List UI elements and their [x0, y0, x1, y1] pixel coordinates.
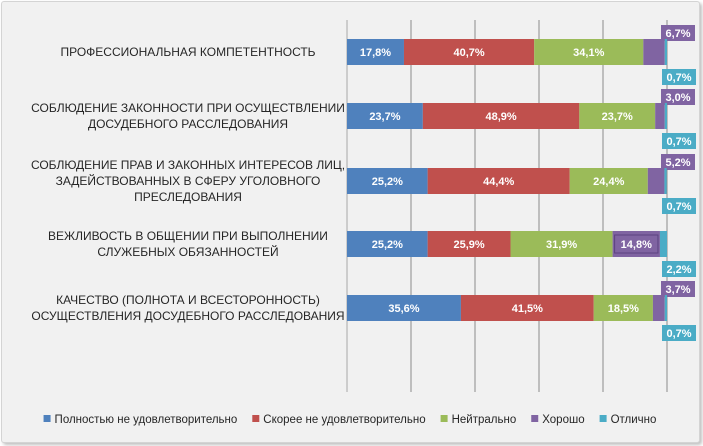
category-label: ПРЕСЛЕДОВАНИЯ: [134, 190, 242, 204]
bar-segment: [510, 231, 613, 257]
data-label-box: [662, 133, 696, 149]
data-label: 17,8%: [360, 47, 391, 59]
category-label: ВЕЖЛИВОСТЬ В ОБЩЕНИИ ПРИ ВЫПОЛНЕНИИ: [48, 229, 328, 243]
data-label-box: [662, 325, 696, 341]
bar-segment: [664, 39, 667, 65]
bar-segment: [427, 231, 511, 257]
data-label: 0,7%: [666, 328, 691, 340]
data-label: 2,2%: [666, 264, 691, 276]
bar-segment: [664, 295, 667, 321]
data-label-box: [662, 198, 696, 214]
data-label: 44,4%: [483, 176, 514, 188]
bar-segment: [460, 295, 594, 321]
bar-segment: [643, 39, 665, 65]
data-label: 24,4%: [593, 176, 624, 188]
bar-segment: [569, 168, 648, 194]
data-label: 35,6%: [388, 303, 419, 315]
bar-segment: [655, 103, 665, 129]
data-label: 25,2%: [372, 239, 403, 251]
legend: Полностью не удовлетворительно Скорее не …: [43, 414, 657, 426]
legend-swatch: [531, 415, 539, 422]
data-label: 6,7%: [665, 28, 690, 40]
data-label: 0,7%: [666, 72, 691, 84]
bar-segment: [347, 231, 428, 257]
data-label: 34,1%: [573, 47, 604, 59]
data-label: 25,2%: [372, 176, 403, 188]
bar-segment: [593, 295, 653, 321]
data-label-box: [661, 89, 695, 105]
data-label-box: [661, 25, 695, 41]
legend-swatch: [252, 415, 260, 422]
data-label-box: [662, 69, 696, 85]
legend-swatch: [43, 415, 51, 422]
legend-label: Отлично: [611, 414, 657, 426]
data-label: 0,7%: [666, 201, 691, 213]
bar-segment: [659, 231, 667, 257]
category-label: ПРОФЕССИОНАЛЬНАЯ КОМПЕТЕНТНОСТЬ: [60, 45, 315, 59]
data-label: 41,5%: [512, 303, 543, 315]
data-label: 5,2%: [665, 157, 690, 169]
category-label: СЛУЖЕБНЫХ ОБЯЗАННОСТЕЙ: [97, 244, 278, 259]
data-label: 3,0%: [665, 92, 690, 104]
legend-swatch: [599, 415, 607, 422]
data-label: 40,7%: [453, 47, 484, 59]
data-label-box: [614, 234, 659, 254]
bar-segment: [647, 168, 665, 194]
category-label: СОБЛЮДЕНИЕ ЗАКОННОСТИ ПРИ ОСУЩЕСТВЛЕНИИ: [31, 101, 345, 115]
category-label: КАЧЕСТВО (ПОЛНОТА И ВСЕСТОРОННОСТЬ): [56, 293, 320, 307]
gridlines: [346, 20, 668, 392]
bar-segment: [422, 103, 580, 129]
legend-label: Хорошо: [542, 414, 584, 426]
category-label: ОСУЩЕСТВЛЕНИЯ ДОСУДЕБНОГО РАССЛЕДОВАНИЯ: [31, 309, 344, 323]
category-label: ДОСУДЕБНОГО РАССЛЕДОВАНИЯ: [88, 117, 288, 131]
bar-segment: [403, 39, 535, 65]
bar-segment: [664, 168, 667, 194]
data-label: 3,7%: [665, 284, 690, 296]
data-label: 23,7%: [369, 111, 400, 123]
data-label: 23,7%: [602, 111, 633, 123]
bar-segment: [534, 39, 644, 65]
bar-segment: [579, 103, 656, 129]
data-label: 31,9%: [546, 239, 577, 251]
data-label: 25,9%: [453, 239, 484, 251]
legend-label: Полностью не удовлетворительно: [55, 414, 238, 426]
legend-swatch: [440, 415, 448, 422]
bar-segment: [347, 39, 404, 65]
data-label-box: [661, 281, 695, 297]
category-label: ЗАДЕЙСТВОВАННЫХ В СФЕРУ УГОЛОВНОГО: [56, 173, 321, 188]
bars: 17,8% 40,7% 34,1% 6,7% 0,7% 23,7% 48,9% 23,7% 3,…: [347, 25, 696, 341]
category-label: СОБЛЮДЕНИЕ ПРАВ И ЗАКОННЫХ ИНТЕРЕСОВ ЛИЦ…: [31, 158, 345, 172]
data-label: 0,7%: [666, 136, 691, 148]
data-label: 18,5%: [608, 303, 639, 315]
bar-segment: [664, 103, 667, 129]
legend-label: Нейтрально: [452, 414, 517, 426]
bar-segment: [347, 168, 428, 194]
legend-label: Скорее не удовлетворительно: [263, 414, 425, 426]
bar-segment: [347, 295, 461, 321]
category-labels: ПРОФЕССИОНАЛЬНАЯ КОМПЕТЕНТНОСТЬ СОБЛЮДЕНИ…: [31, 45, 345, 323]
bar-segment: [347, 103, 423, 129]
data-label-box: [661, 154, 695, 170]
bar-segment: [427, 168, 570, 194]
bar-segment: [652, 295, 665, 321]
data-label: 14,8%: [621, 239, 652, 251]
data-label-box: [662, 261, 696, 277]
data-label: 48,9%: [485, 111, 516, 123]
